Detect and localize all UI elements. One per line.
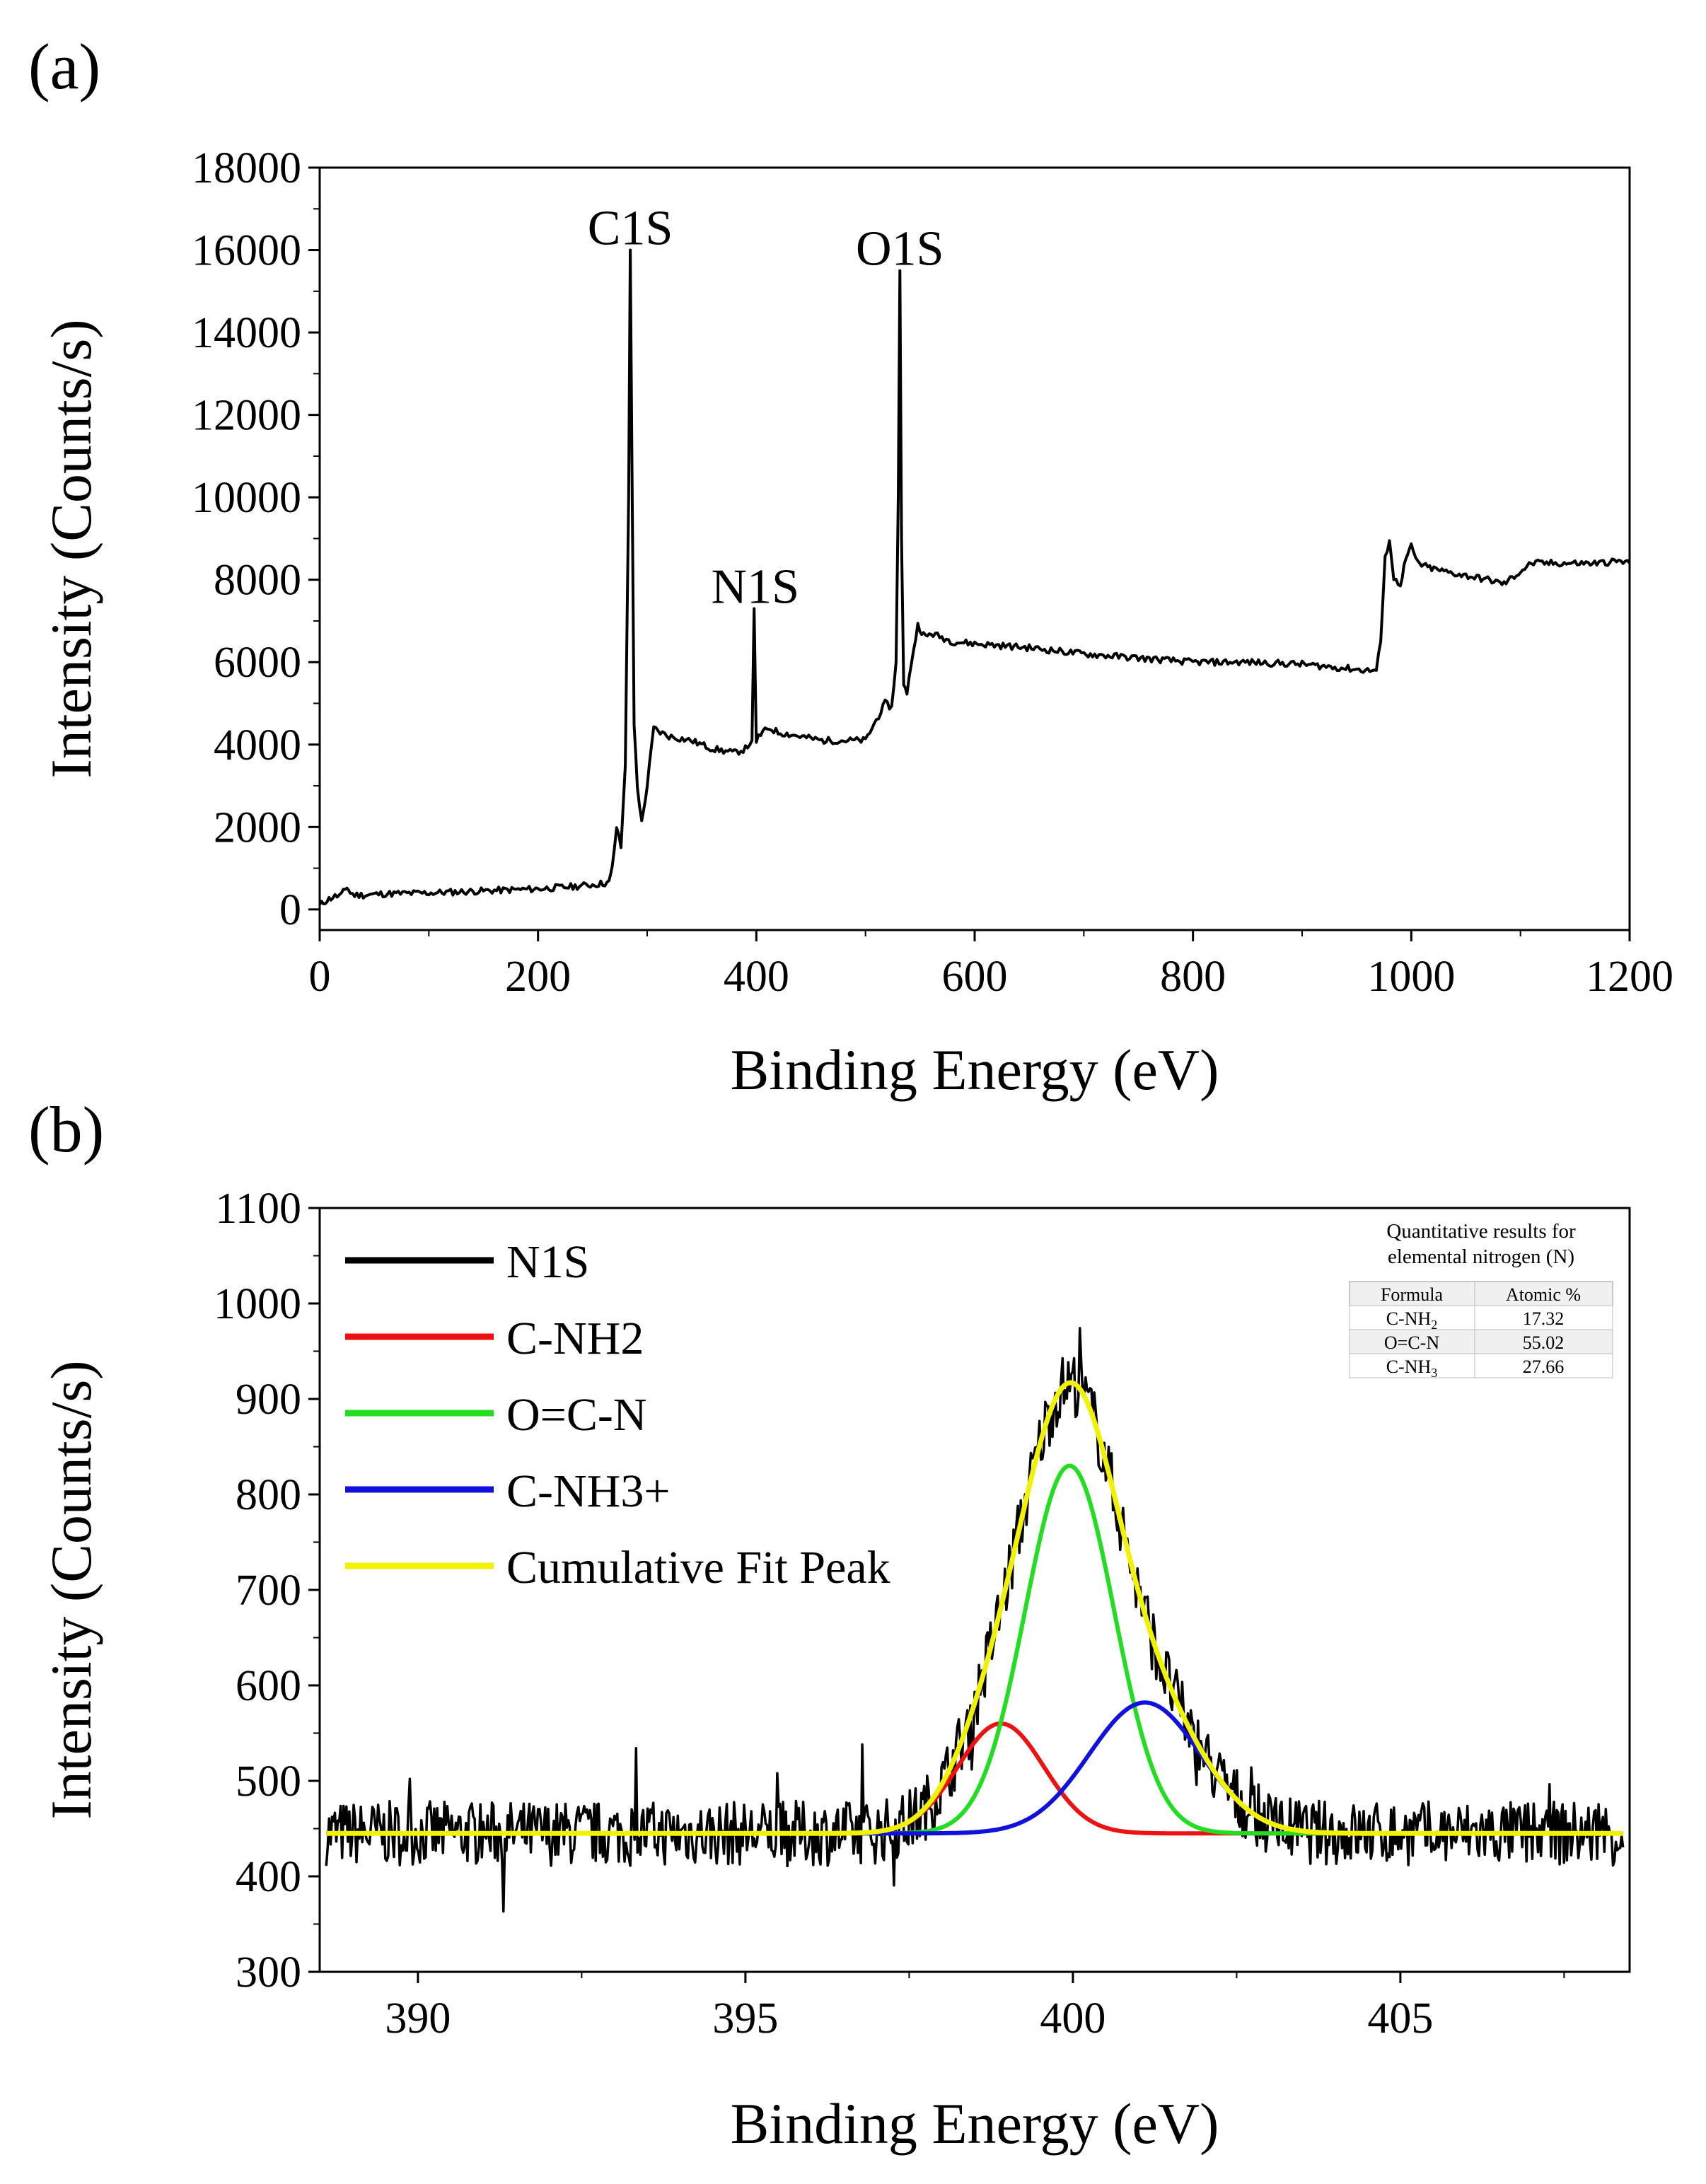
panel-a-ticks: 0 200 400 600 800 1000 12000200040006000800010… xyxy=(192,144,1673,1001)
panel-a-y-tick-label: 4000 xyxy=(214,721,301,769)
inset-table-row-2-formula: O=C-N xyxy=(1384,1332,1439,1353)
panel-a-peak-labels: C1S N1S O1S xyxy=(588,202,944,615)
panel-a-x-tick-label: 1000 xyxy=(1367,953,1455,1001)
panel-a-x-tick-label: 1200 xyxy=(1586,953,1673,1001)
panel-b-x-axis-title: Binding Energy (eV) xyxy=(731,2091,1219,2156)
panel-a-y-tick-label: 0 xyxy=(279,886,301,934)
legend-label-cumulative-fit-peak: Cumulative Fit Peak xyxy=(506,1542,890,1593)
panel-b-y-tick-label: 900 xyxy=(236,1376,301,1424)
panel-b-series xyxy=(325,1327,1625,1913)
legend-label-n1s: N1S xyxy=(506,1236,589,1288)
panel-b-label: (b) xyxy=(28,1093,104,1166)
panel-a-y-tick-label: 2000 xyxy=(214,803,301,852)
inset-table-row-1-formula: C-NH2 xyxy=(1386,1308,1438,1332)
panel-b-series-n1s xyxy=(325,1327,1625,1913)
panel-a-x-tick-label: 0 xyxy=(309,953,331,1001)
panel-b-y-tick-label: 300 xyxy=(236,1948,301,1997)
panel-b-y-tick-label: 600 xyxy=(236,1662,301,1710)
panel-b-x-tick-label: 405 xyxy=(1367,1994,1433,2043)
inset-table-row-1 xyxy=(1349,1305,1613,1330)
inset-table-row-3-value: 27.66 xyxy=(1523,1357,1565,1377)
peak-label-n1s: N1S xyxy=(712,559,799,614)
panel-a-y-tick-label: 8000 xyxy=(214,557,301,605)
inset-table-row-2-value: 55.02 xyxy=(1523,1332,1565,1353)
peak-label-c1s: C1S xyxy=(588,202,673,256)
inset-table-title-line1: Quantitative results for xyxy=(1386,1220,1576,1243)
panel-b-series-cumulative-fit-peak xyxy=(325,1380,1625,1836)
inset-table-row-1-value: 17.32 xyxy=(1523,1308,1565,1329)
legend-label-c-nh3: C-NH3+ xyxy=(506,1465,671,1517)
panel-a-x-tick-label: 400 xyxy=(724,953,789,1001)
legend-label-c-nh2: C-NH2 xyxy=(506,1313,644,1364)
panel-a-label: (a) xyxy=(28,30,100,103)
panel-b-y-tick-label: 1000 xyxy=(214,1280,301,1328)
panel-b-x-tick-label: 390 xyxy=(385,1994,451,2043)
panel-b-x-tick-label: 400 xyxy=(1040,1994,1106,2043)
legend-label-o-c-n: O=C-N xyxy=(506,1389,647,1441)
panel-b-y-tick-label: 700 xyxy=(236,1567,301,1615)
panel-a-series-survey-spectrum xyxy=(318,248,1631,905)
panel-b-y-tick-label: 1100 xyxy=(215,1185,301,1233)
panel-a-y-tick-label: 12000 xyxy=(192,392,301,440)
panel-b-y-axis-title: Intensity (Counts/s) xyxy=(39,1360,103,1819)
panel-a-x-tick-label: 800 xyxy=(1160,953,1226,1001)
panel-b-frame xyxy=(318,1207,1631,1973)
panel-a-y-tick-label: 14000 xyxy=(192,309,301,357)
inset-table-title-line2: elemental nitrogen (N) xyxy=(1388,1245,1574,1268)
inset-table-header-atomic: Atomic % xyxy=(1506,1284,1581,1305)
panel-b-n1s-chart: (b) 390 395 400 405 300 400 500 600 700 800 900 100… xyxy=(28,1093,1631,2156)
panel-b-x-tick-label: 395 xyxy=(712,1994,778,2043)
panel-a-y-axis-title: Intensity (Counts/s) xyxy=(39,319,103,778)
panel-a-x-tick-label: 600 xyxy=(942,953,1008,1001)
inset-table-row-3 xyxy=(1349,1353,1613,1378)
panel-a-frame xyxy=(318,166,1631,931)
inset-table-header-formula: Formula xyxy=(1381,1284,1444,1305)
panel-a-series xyxy=(318,248,1631,905)
panel-a-x-tick-label: 200 xyxy=(505,953,571,1001)
peak-label-o1s: O1S xyxy=(856,222,944,277)
panel-a-survey-chart: (a) 0 200 400 600 800 1000 1200020004000600080… xyxy=(28,30,1673,1102)
panel-b-legend: N1S C-NH2 O=C-N C-NH3+ Cumulative Fit Peak xyxy=(345,1236,890,1593)
inset-table: Quantitative results for elemental nitro… xyxy=(1347,1215,1615,1419)
panel-b-y-tick-label: 500 xyxy=(236,1758,301,1806)
inset-table-header-row xyxy=(1349,1281,1613,1306)
inset-table-row-3-formula: C-NH3 xyxy=(1386,1357,1438,1380)
panel-b-y-tick-label: 800 xyxy=(236,1471,301,1519)
panel-b-y-tick-label: 400 xyxy=(236,1853,301,1901)
panel-b-series-o-c-n xyxy=(325,1463,1624,1836)
panel-a-y-tick-label: 6000 xyxy=(214,639,301,687)
panel-a-y-tick-label: 10000 xyxy=(192,474,301,522)
panel-a-y-tick-label: 18000 xyxy=(192,144,301,192)
panel-a-x-axis-title: Binding Energy (eV) xyxy=(731,1038,1219,1102)
panel-a-y-tick-label: 16000 xyxy=(192,227,301,275)
